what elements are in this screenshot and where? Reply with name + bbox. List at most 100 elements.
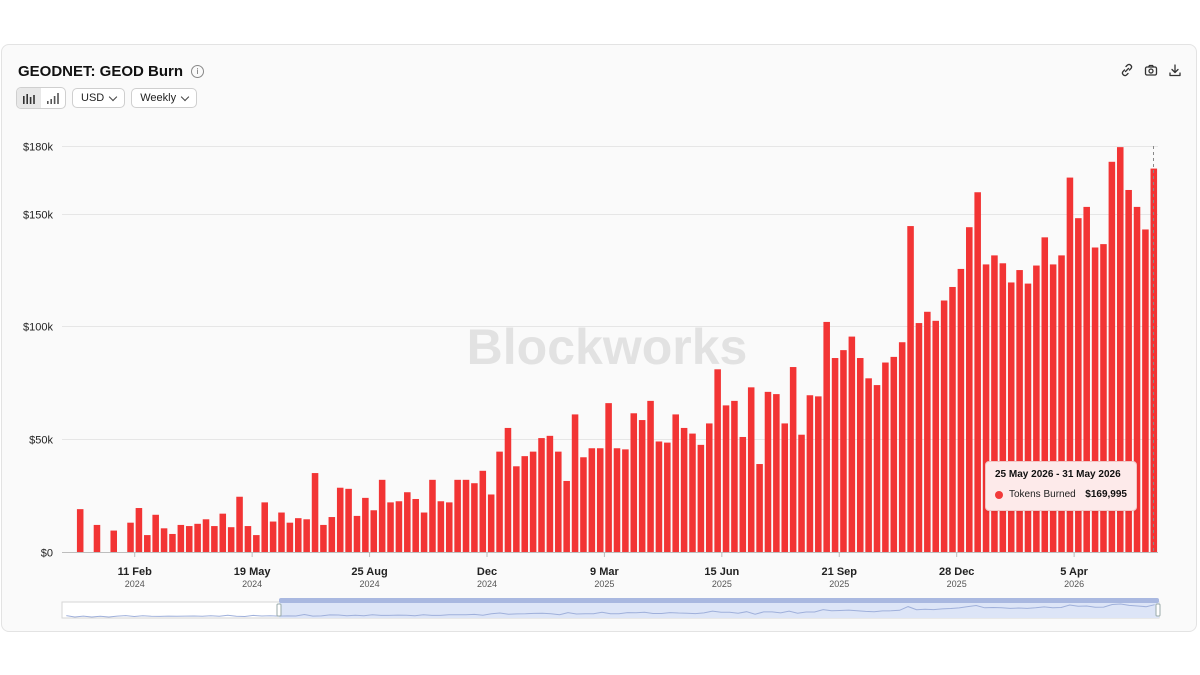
bar[interactable] xyxy=(571,414,579,552)
bar[interactable] xyxy=(555,451,562,552)
bar[interactable] xyxy=(404,492,411,552)
bar[interactable] xyxy=(429,479,436,552)
bar[interactable] xyxy=(991,255,998,552)
bar[interactable] xyxy=(630,413,638,552)
bar[interactable] xyxy=(974,192,981,553)
bar[interactable] xyxy=(345,488,352,552)
bar[interactable] xyxy=(521,456,529,552)
bar[interactable] xyxy=(144,535,151,552)
bar[interactable] xyxy=(1108,161,1116,553)
link-icon[interactable] xyxy=(1120,63,1134,77)
bar[interactable] xyxy=(789,367,797,552)
bar[interactable] xyxy=(177,524,185,552)
bar[interactable] xyxy=(1033,265,1040,552)
bar[interactable] xyxy=(588,448,596,552)
info-icon[interactable]: i xyxy=(191,64,205,78)
bar[interactable] xyxy=(924,311,931,552)
bar[interactable] xyxy=(705,423,713,552)
bar[interactable] xyxy=(479,470,487,552)
bar[interactable] xyxy=(982,264,990,552)
bar[interactable] xyxy=(714,369,721,552)
bar[interactable] xyxy=(882,362,889,552)
bar[interactable] xyxy=(856,358,864,552)
bar[interactable] xyxy=(1150,168,1158,552)
bar[interactable] xyxy=(1100,244,1107,552)
bar[interactable] xyxy=(202,519,210,552)
bar[interactable] xyxy=(336,487,344,552)
bar[interactable] xyxy=(664,442,671,552)
bar[interactable] xyxy=(773,394,780,552)
download-icon[interactable] xyxy=(1168,63,1182,77)
bar[interactable] xyxy=(93,524,101,552)
bar[interactable] xyxy=(840,350,847,552)
bar[interactable] xyxy=(194,523,201,552)
bar[interactable] xyxy=(647,400,654,552)
bar[interactable] xyxy=(504,427,512,552)
bar[interactable] xyxy=(370,510,378,552)
bar[interactable] xyxy=(387,502,394,552)
bar[interactable] xyxy=(110,530,118,552)
bar[interactable] xyxy=(1024,283,1032,552)
bar[interactable] xyxy=(563,480,570,552)
bar[interactable] xyxy=(672,414,679,552)
bar[interactable] xyxy=(890,356,898,552)
bar[interactable] xyxy=(580,457,587,552)
camera-icon[interactable] xyxy=(1144,63,1158,77)
navigator-scrollbar[interactable] xyxy=(279,598,1159,603)
bar[interactable] xyxy=(898,342,906,552)
bar[interactable] xyxy=(529,451,537,552)
bar[interactable] xyxy=(1058,255,1065,552)
bar[interactable] xyxy=(437,501,445,552)
column-chart-button[interactable] xyxy=(41,88,65,108)
bar[interactable] xyxy=(823,321,830,552)
bar[interactable] xyxy=(605,403,612,552)
bar[interactable] xyxy=(932,320,939,552)
bar[interactable] xyxy=(596,448,604,552)
navigator-left-handle[interactable] xyxy=(276,603,282,617)
bar[interactable] xyxy=(1075,218,1082,552)
bar[interactable] xyxy=(739,436,747,552)
bar[interactable] xyxy=(445,502,453,552)
bar[interactable] xyxy=(462,479,470,552)
bar[interactable] xyxy=(1125,189,1132,553)
bar[interactable] xyxy=(513,466,520,552)
bar[interactable] xyxy=(219,513,227,552)
bar[interactable] xyxy=(949,286,956,552)
bar[interactable] xyxy=(865,378,872,552)
bar[interactable] xyxy=(420,512,428,552)
range-navigator[interactable] xyxy=(61,598,1161,619)
bar[interactable] xyxy=(966,227,973,552)
bar[interactable] xyxy=(546,435,554,552)
bar[interactable] xyxy=(496,451,503,552)
bar[interactable] xyxy=(395,501,403,552)
bar[interactable] xyxy=(957,268,965,552)
bar[interactable] xyxy=(278,512,285,552)
bar[interactable] xyxy=(261,502,268,552)
bar[interactable] xyxy=(831,358,839,552)
bar[interactable] xyxy=(295,518,302,552)
bar[interactable] xyxy=(848,336,856,552)
bar[interactable] xyxy=(764,391,772,552)
bar[interactable] xyxy=(286,522,294,552)
bar[interactable] xyxy=(940,300,948,552)
bar[interactable] xyxy=(722,405,730,552)
bar[interactable] xyxy=(152,514,159,552)
bar[interactable] xyxy=(907,226,914,552)
bar[interactable] xyxy=(731,400,738,552)
bar[interactable] xyxy=(135,508,143,552)
bar[interactable] xyxy=(1133,206,1141,552)
bar[interactable] xyxy=(1091,247,1099,553)
bar[interactable] xyxy=(1083,206,1090,552)
bar[interactable] xyxy=(328,517,336,552)
bar[interactable] xyxy=(412,498,419,552)
bar[interactable] xyxy=(185,526,193,552)
bar[interactable] xyxy=(1066,177,1074,552)
bar[interactable] xyxy=(1142,229,1149,552)
bar[interactable] xyxy=(169,533,176,552)
bar[interactable] xyxy=(815,396,822,552)
currency-dropdown[interactable]: USD xyxy=(72,88,126,108)
bar[interactable] xyxy=(487,494,495,552)
bar[interactable] xyxy=(873,385,881,552)
bar[interactable] xyxy=(680,427,688,552)
bar[interactable] xyxy=(362,497,369,552)
